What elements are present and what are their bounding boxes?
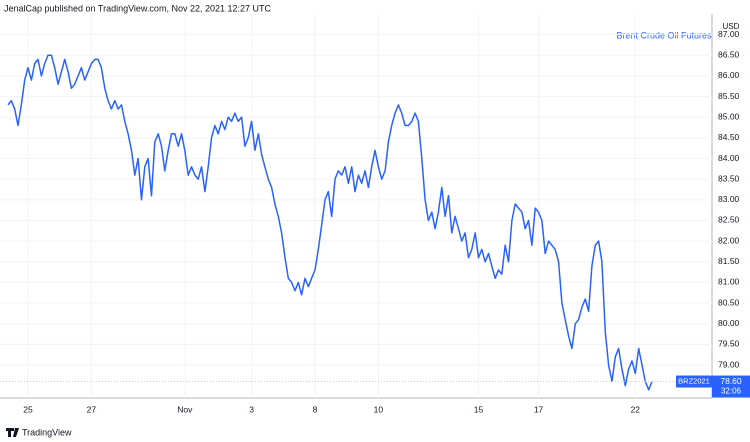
x-tick-label: 10	[374, 404, 384, 414]
x-tick-label: 22	[631, 404, 641, 414]
y-tick-label: 86.00	[718, 70, 740, 80]
header: JenalCap published on TradingView.com, N…	[4, 3, 271, 13]
y-tick-label: 86.50	[718, 50, 740, 60]
symbol-label: BRZ2021	[678, 377, 710, 386]
footer: TradingView	[22, 427, 72, 437]
currency: USD	[723, 22, 740, 31]
price-line	[7, 54, 653, 391]
x-tick-label: 15	[474, 404, 484, 414]
y-tick-label: 81.00	[718, 277, 740, 287]
chart-title: Brent Crude Oil Futures	[616, 30, 712, 40]
x-tick-label: 17	[534, 404, 544, 414]
y-tick-label: 81.50	[718, 256, 740, 266]
x-tick-label: 3	[249, 404, 254, 414]
y-tick-label: 87.00	[718, 29, 740, 39]
y-tick-label: 80.50	[718, 297, 740, 307]
y-tick-label: 85.00	[718, 111, 740, 121]
y-tick-label: 82.00	[718, 235, 740, 245]
y-tick-label: 79.00	[718, 359, 740, 369]
y-tick-label: 83.50	[718, 173, 740, 183]
price-badge	[712, 375, 750, 398]
symbol-badge	[676, 375, 712, 388]
y-tick-label: 84.00	[718, 153, 740, 163]
x-tick-label: 27	[87, 404, 97, 414]
x-tick-label: 8	[313, 404, 318, 414]
y-tick-label: 85.50	[718, 91, 740, 101]
x-tick-label: 25	[23, 404, 33, 414]
y-tick-label: 83.00	[718, 194, 740, 204]
y-tick-label: 84.50	[718, 132, 740, 142]
price-label: 78.60	[720, 376, 742, 386]
countdown: 32:06	[721, 387, 742, 396]
x-tick-label: Nov	[177, 404, 193, 414]
y-tick-label: 79.50	[718, 339, 740, 349]
y-tick-label: 80.00	[718, 318, 740, 328]
footer-logo	[6, 428, 19, 437]
y-tick-label: 82.50	[718, 215, 740, 225]
